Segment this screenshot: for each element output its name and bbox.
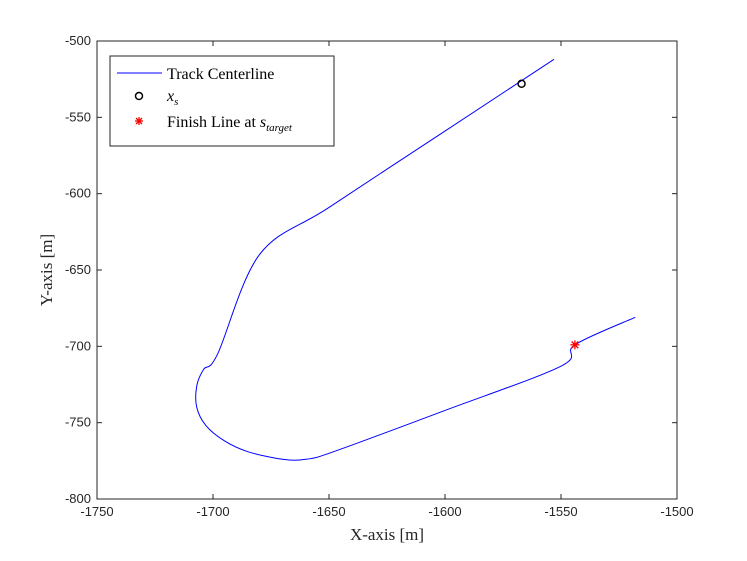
x-tick-label: -1700 — [196, 504, 229, 519]
x-axis-label: X-axis [m] — [350, 525, 424, 544]
series-line-track-centerline — [195, 58, 636, 461]
y-tick-label: -750 — [65, 415, 91, 430]
legend-box — [109, 55, 335, 147]
point-xs-marker — [517, 79, 526, 88]
y-tick-label: -500 — [65, 33, 91, 48]
y-tick-label: -800 — [65, 491, 91, 506]
legend-label-finish-line: Finish Line at starget — [167, 114, 293, 134]
y-axis-label: Y-axis [m] — [37, 234, 56, 306]
x-tick-label: -1750 — [80, 504, 113, 519]
x-tick-label: -1650 — [312, 504, 345, 519]
y-tick-label: -550 — [65, 109, 91, 124]
legend-label-finish-math: s — [260, 114, 266, 131]
legend: Track Centerline xs Finish Line at starg… — [109, 55, 335, 147]
x-tick-label: -1500 — [660, 504, 693, 519]
legend-label-track-centerline: Track Centerline — [167, 66, 274, 83]
legend-label-xs: xs — [166, 88, 178, 108]
legend-label-finish-base: Finish Line at — [167, 114, 260, 131]
plot-layer — [195, 58, 636, 461]
point-finish-line-marker — [570, 340, 580, 350]
y-tick-label: -650 — [65, 262, 91, 277]
ticks-layer: -1750 -1700 -1650 -1600 -1550 -1500 -500 -550 -6… — [65, 33, 694, 519]
y-tick-label: -700 — [65, 338, 91, 353]
legend-label-xs-sub: s — [174, 96, 178, 108]
legend-label-finish-sub: target — [266, 122, 293, 134]
legend-marker-finish-line — [135, 117, 143, 125]
legend-marker-xs — [134, 91, 144, 101]
x-tick-label: -1600 — [428, 504, 461, 519]
y-tick-label: -600 — [65, 186, 91, 201]
legend-label-xs-base: x — [166, 88, 174, 105]
x-tick-label: -1550 — [544, 504, 577, 519]
